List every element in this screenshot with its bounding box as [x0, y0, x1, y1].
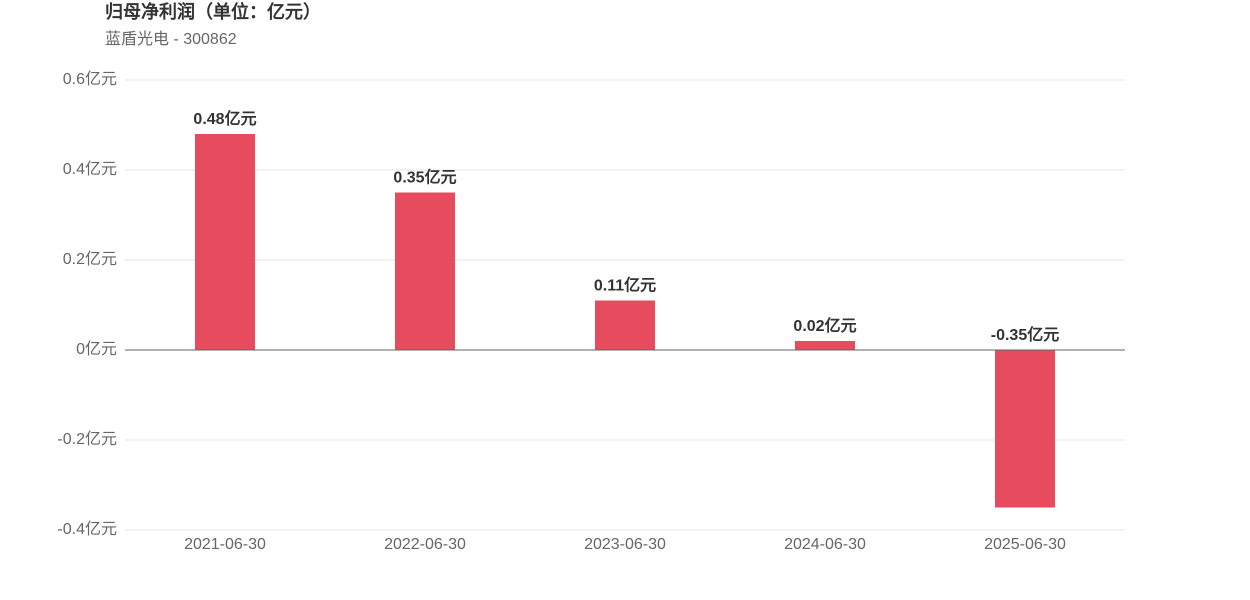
value-label: 0.02亿元	[793, 316, 856, 335]
x-tick-label: 2024-06-30	[784, 536, 866, 553]
bar	[395, 192, 455, 350]
y-tick-label: 0.6亿元	[63, 70, 117, 88]
value-label: 0.48亿元	[193, 109, 256, 128]
y-tick-label: 0亿元	[76, 340, 117, 358]
x-tick-label: 2025-06-30	[984, 536, 1066, 553]
bar	[195, 134, 255, 350]
value-label: 0.35亿元	[393, 168, 456, 187]
bar	[995, 350, 1055, 508]
y-tick-label: 0.2亿元	[63, 250, 117, 268]
x-tick-label: 2022-06-30	[384, 536, 466, 553]
y-tick-label: -0.2亿元	[57, 430, 117, 448]
bar	[595, 300, 655, 350]
chart-title: 归母净利润（单位：亿元）	[105, 1, 321, 22]
y-tick-label: -0.4亿元	[57, 520, 117, 538]
x-tick-label: 2021-06-30	[184, 536, 266, 553]
value-label: -0.35亿元	[991, 325, 1059, 344]
chart-subtitle: 蓝盾光电 - 300862	[105, 30, 237, 48]
bar	[795, 341, 855, 350]
value-label: 0.11亿元	[594, 276, 656, 295]
y-tick-label: 0.4亿元	[63, 160, 117, 178]
x-tick-label: 2023-06-30	[584, 536, 666, 553]
